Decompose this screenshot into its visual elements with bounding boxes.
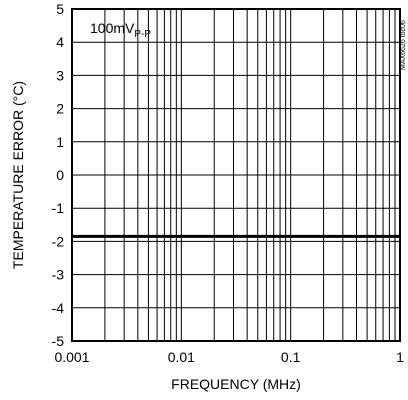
annotation-main: 100mV <box>90 20 135 36</box>
x-tick-label: 0.01 <box>168 349 195 365</box>
y-tick-label: -5 <box>52 333 65 349</box>
watermark: MAX6626 toc06 <box>400 20 407 70</box>
plot-frame <box>71 8 401 342</box>
x-tick-label: 0.1 <box>281 349 301 365</box>
y-tick-label: -4 <box>52 300 65 316</box>
y-tick-label: 3 <box>56 67 64 83</box>
x-tick-label: 1 <box>396 349 404 365</box>
y-tick-label: 2 <box>56 101 64 117</box>
y-tick-label: -2 <box>52 233 65 249</box>
x-axis-label: FREQUENCY (MHz) <box>171 376 301 392</box>
grid <box>72 9 400 341</box>
amplitude-annotation: 100mVP-P <box>90 20 151 40</box>
y-tick-label: 4 <box>56 34 64 50</box>
y-tick-label: -3 <box>52 267 65 283</box>
y-tick-label: -1 <box>52 200 65 216</box>
y-tick-label: 1 <box>56 134 64 150</box>
x-tick-label: 0.001 <box>54 349 89 365</box>
y-tick-label: 5 <box>56 1 64 17</box>
y-tick-labels: 5 4 3 2 1 0 -1 -2 -3 -4 -5 <box>52 1 65 349</box>
annotation-subscript: P-P <box>134 29 151 40</box>
y-tick-label: 0 <box>56 167 64 183</box>
y-axis-label: TEMPERATURE ERROR (°C) <box>10 81 26 269</box>
x-tick-labels: 0.001 0.01 0.1 1 <box>54 349 404 365</box>
